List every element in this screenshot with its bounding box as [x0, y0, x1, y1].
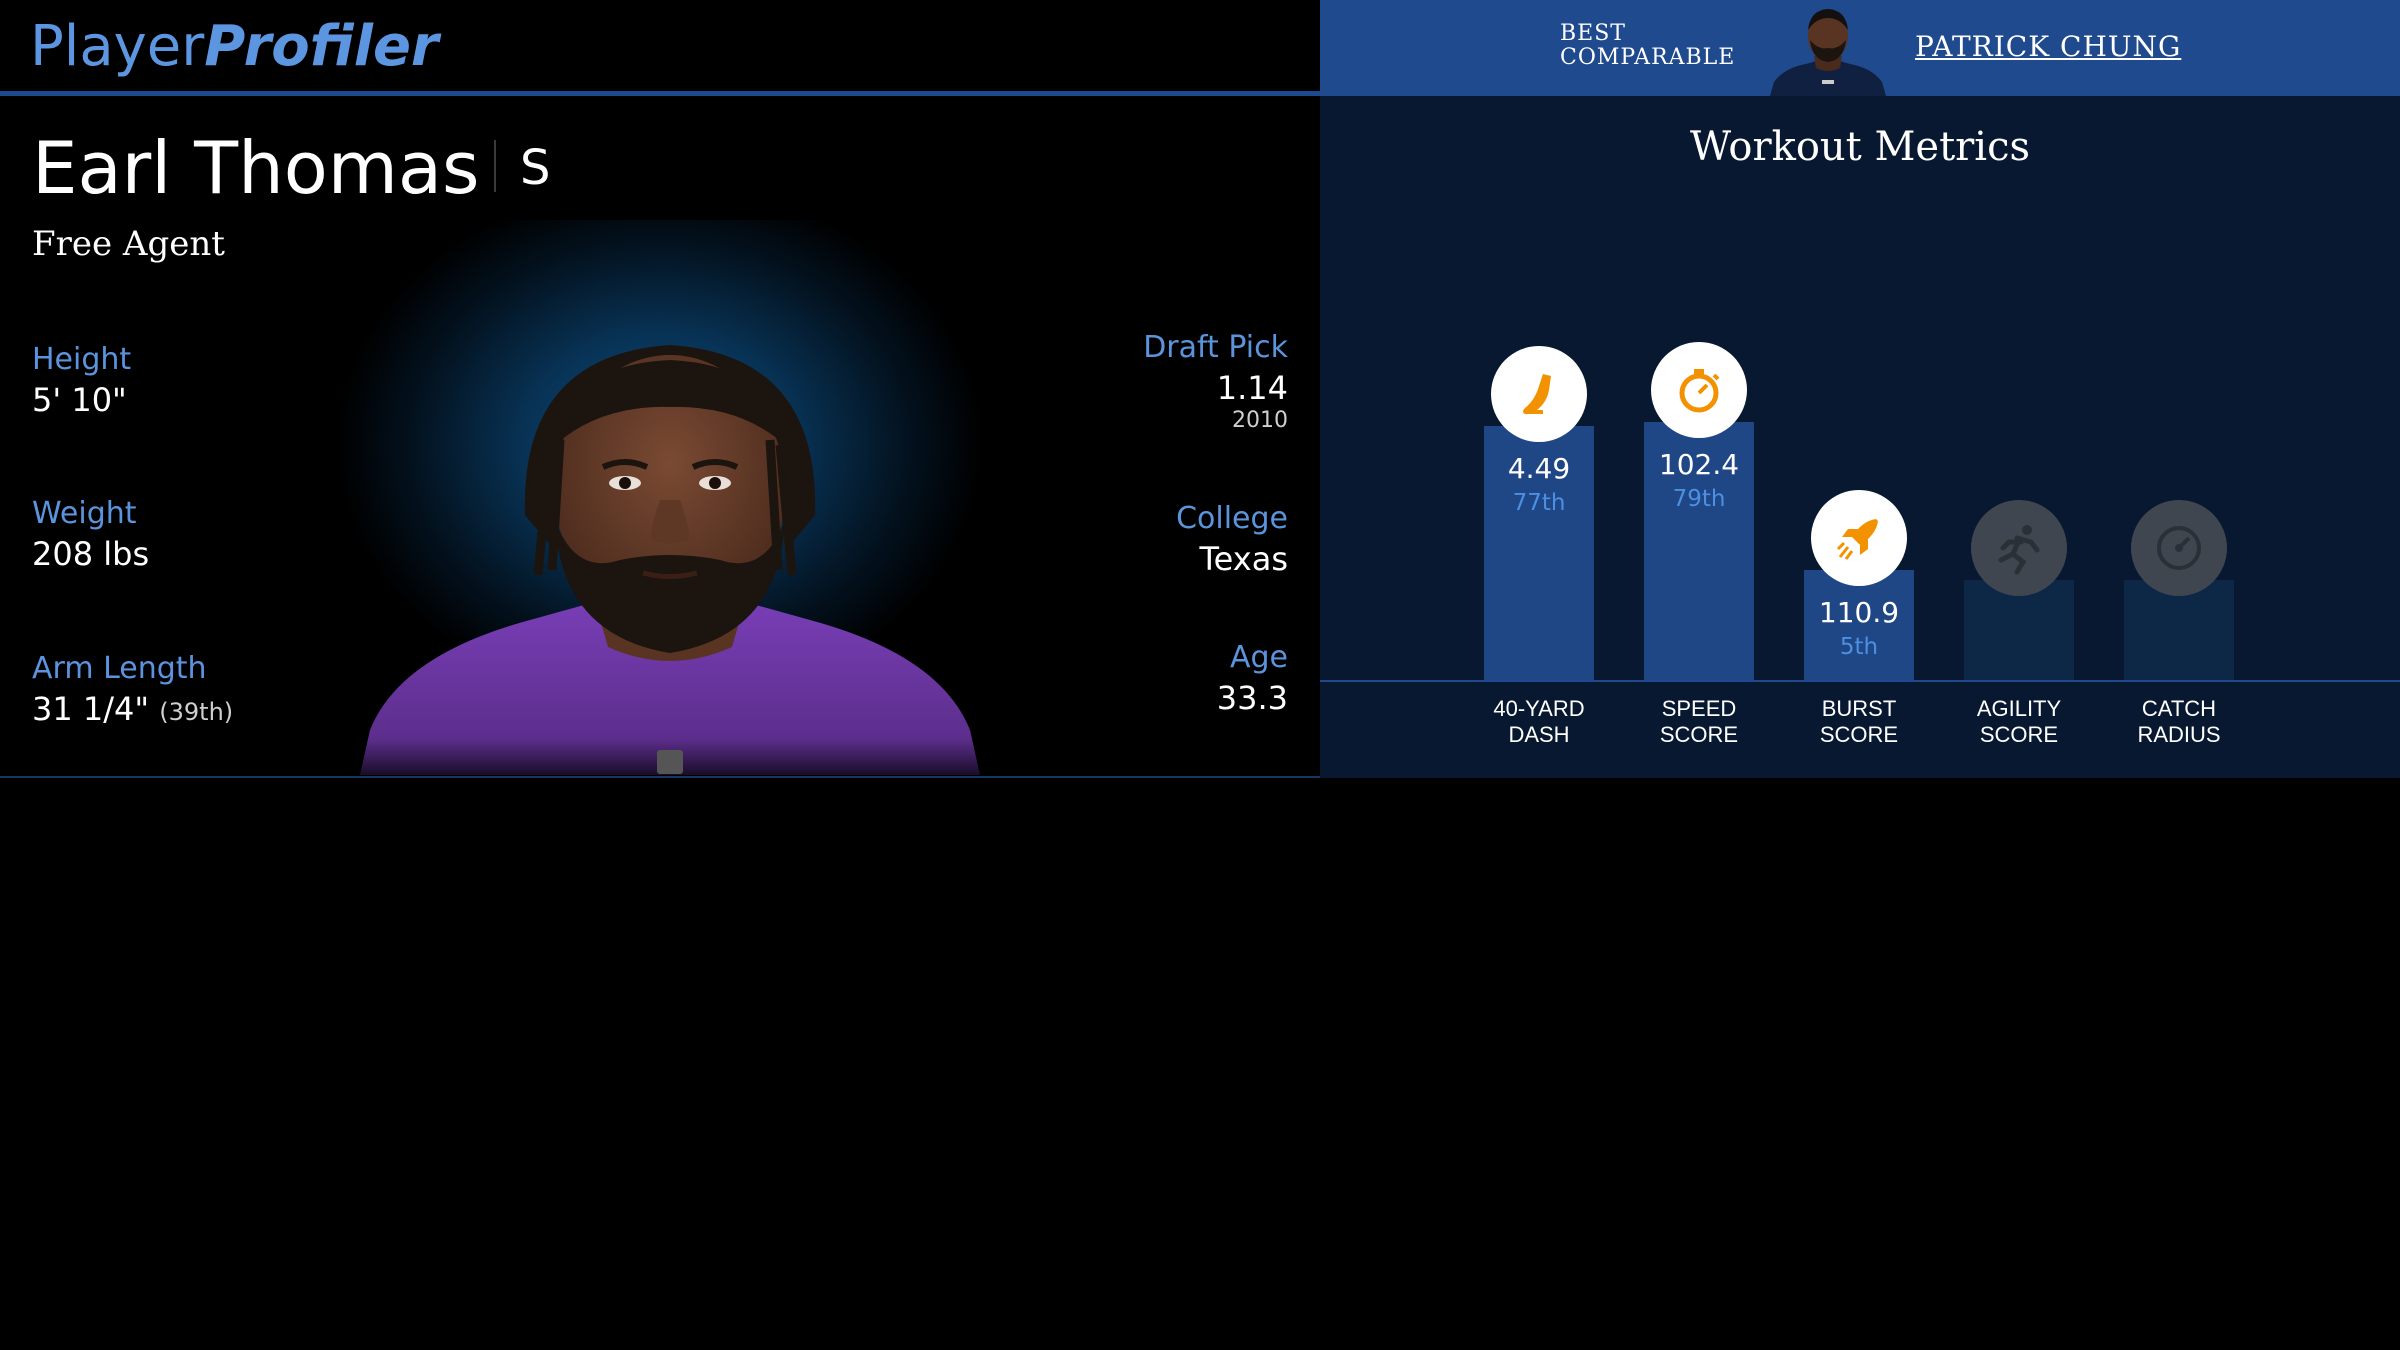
college-label: College	[1176, 501, 1288, 536]
metric-label-line2: SCORE	[1659, 722, 1739, 747]
metric-percentile-burst: 5th	[1839, 634, 1879, 660]
weight-value: 208 lbs	[32, 535, 150, 573]
best-comparable-label-line2: COMPARABLE	[1560, 45, 1736, 70]
comparable-player-photo[interactable]	[1770, 4, 1886, 96]
workout-metrics-title: Workout Metrics	[1689, 124, 2031, 170]
name-divider	[494, 140, 496, 192]
metric-bar-forty	[1484, 426, 1594, 680]
metric-label-line2: RADIUS	[2137, 722, 2221, 747]
arm-length-number: 31 1/4"	[32, 690, 150, 728]
height-label: Height	[32, 342, 132, 377]
metric-label-speed: SPEED SCORE	[1614, 696, 1784, 748]
metric-label-forty: 40-YARD DASH	[1454, 696, 1624, 748]
metric-percentile-forty: 77th	[1512, 490, 1566, 516]
player-name: Earl Thomas	[32, 126, 480, 210]
metric-value-forty: 4.49	[1507, 452, 1571, 485]
rocket-icon	[1811, 490, 1907, 586]
metric-label-catch: CATCH RADIUS	[2094, 696, 2264, 748]
metric-bar-agility	[1964, 580, 2074, 680]
sprinter-icon	[1971, 500, 2067, 596]
player-photo	[360, 345, 980, 775]
chart-baseline	[1320, 680, 2400, 682]
player-team-status: Free Agent	[32, 224, 225, 264]
arm-length-label: Arm Length	[32, 651, 207, 686]
metric-label-line2: SCORE	[1979, 722, 2059, 747]
metric-bar-catch	[2124, 580, 2234, 680]
player-position: S	[520, 140, 551, 196]
metric-label-burst: BURST SCORE	[1774, 696, 1944, 748]
logo-text-profiler: Profiler	[204, 14, 439, 79]
metric-label-line1: BURST	[1821, 696, 1897, 721]
best-comparable-label: BEST COMPARABLE	[1560, 22, 1735, 70]
best-comparable-label-line1: BEST	[1560, 21, 1626, 46]
metric-label-line1: AGILITY	[1976, 696, 2062, 721]
draft-pick-label: Draft Pick	[1143, 330, 1288, 365]
panel-bottom-rule	[0, 776, 1320, 778]
logo-text-player: Player	[30, 14, 205, 79]
arm-length-rank: (39th)	[159, 698, 234, 726]
weight-label: Weight	[32, 496, 137, 531]
metric-value-burst: 110.9	[1818, 596, 1900, 629]
playerprofiler-logo[interactable]: PlayerProfiler	[30, 14, 439, 79]
arm-length-value: 31 1/4" (39th)	[32, 690, 233, 728]
metric-label-line1: 40-YARD	[1493, 696, 1585, 721]
metric-label-line1: SPEED	[1661, 696, 1737, 721]
height-value: 5' 10"	[32, 381, 127, 419]
college-value[interactable]: Texas	[1199, 540, 1288, 578]
workout-metrics-panel: BEST COMPARABLE PATRICK CHUNG Workout Me…	[1320, 0, 2400, 778]
metric-label-agility: AGILITY SCORE	[1934, 696, 2104, 748]
metric-bar-speed	[1644, 422, 1754, 680]
best-comparable-bar: BEST COMPARABLE PATRICK CHUNG	[1320, 0, 2400, 96]
metric-percentile-speed: 79th	[1672, 486, 1726, 512]
metric-label-line1: CATCH	[2141, 696, 2217, 721]
metric-value-speed: 102.4	[1658, 448, 1740, 481]
draft-year: 2010	[1232, 408, 1288, 433]
running-shoe-icon	[1491, 346, 1587, 442]
player-profile-panel: PlayerProfiler	[0, 0, 1320, 778]
age-label: Age	[1229, 640, 1288, 675]
draft-pick-value: 1.14	[1216, 369, 1288, 407]
logo-bar: PlayerProfiler	[0, 0, 1320, 96]
stopwatch-icon	[1651, 342, 1747, 438]
metric-bar-burst	[1804, 570, 1914, 680]
age-value: 33.3	[1216, 679, 1288, 717]
comparable-player-link[interactable]: PATRICK CHUNG	[1915, 30, 2182, 63]
gauge-icon	[2131, 500, 2227, 596]
metric-label-line2: SCORE	[1819, 722, 1899, 747]
metric-label-line2: DASH	[1508, 722, 1570, 747]
